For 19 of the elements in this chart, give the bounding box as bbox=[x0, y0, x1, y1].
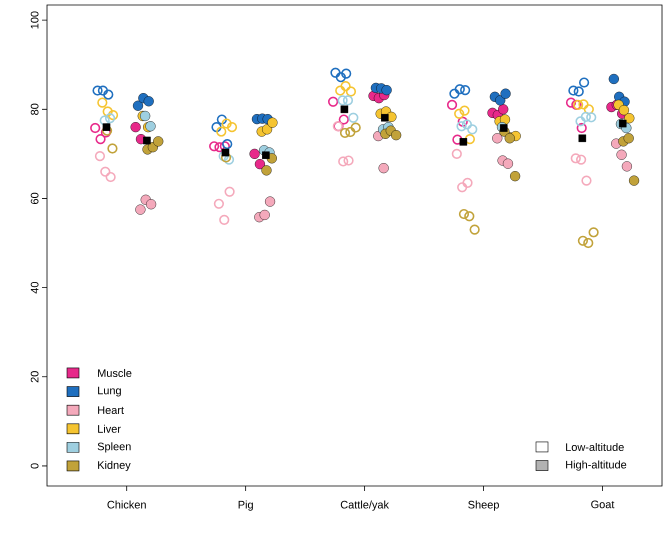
x-tick-label: Cattle/yak bbox=[340, 500, 389, 511]
y-tick-label: 40 bbox=[30, 282, 38, 294]
legend-label: Spleen bbox=[98, 442, 131, 452]
y-tick-label: 20 bbox=[30, 371, 38, 382]
x-tick-label: Sheep bbox=[468, 500, 499, 511]
legend-label: Heart bbox=[98, 406, 124, 414]
y-tick-label: 100 bbox=[30, 11, 38, 28]
legend-label: Muscle bbox=[98, 368, 132, 378]
annotation: High-altitude bbox=[566, 460, 626, 471]
y-tick-label: 80 bbox=[30, 104, 38, 115]
legend-label: Lung bbox=[98, 386, 121, 396]
x-tick-label: Pig bbox=[238, 500, 253, 511]
x-tick-label: Chicken bbox=[107, 500, 146, 509]
legend-label: Kidney bbox=[98, 460, 131, 472]
legend-label: Liver bbox=[98, 424, 121, 433]
y-tick-label: 60 bbox=[30, 192, 38, 204]
y-tick-label: 0 bbox=[30, 463, 38, 469]
x-tick-label: Goat bbox=[591, 500, 614, 508]
annotation: Low-altitude bbox=[566, 442, 624, 452]
